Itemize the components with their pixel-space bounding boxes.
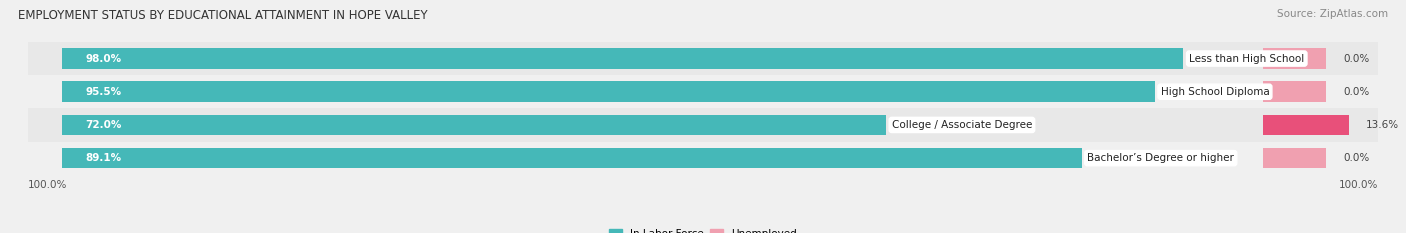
Bar (28, 75, 1378, 108)
Bar (62, 82, 1154, 102)
Bar (62, 115, 886, 135)
Bar (28, 108, 1378, 142)
Text: 100.0%: 100.0% (1339, 180, 1378, 190)
Bar (1264, 115, 1348, 135)
Bar (1264, 148, 1326, 168)
Text: High School Diploma: High School Diploma (1160, 87, 1270, 97)
Legend: In Labor Force, Unemployed: In Labor Force, Unemployed (609, 229, 797, 233)
Text: 0.0%: 0.0% (1344, 87, 1369, 97)
Bar (28, 42, 1378, 75)
Text: 72.0%: 72.0% (86, 120, 122, 130)
Bar (62, 48, 1184, 69)
Text: EMPLOYMENT STATUS BY EDUCATIONAL ATTAINMENT IN HOPE VALLEY: EMPLOYMENT STATUS BY EDUCATIONAL ATTAINM… (18, 9, 427, 22)
Text: 100.0%: 100.0% (28, 180, 67, 190)
Bar (62, 148, 1081, 168)
Text: College / Associate Degree: College / Associate Degree (891, 120, 1032, 130)
Text: Bachelor’s Degree or higher: Bachelor’s Degree or higher (1087, 153, 1234, 163)
Bar (28, 142, 1378, 175)
Text: 95.5%: 95.5% (86, 87, 121, 97)
Text: 0.0%: 0.0% (1344, 54, 1369, 64)
Text: Less than High School: Less than High School (1189, 54, 1305, 64)
Text: 89.1%: 89.1% (86, 153, 121, 163)
Bar (1264, 48, 1326, 69)
Text: Source: ZipAtlas.com: Source: ZipAtlas.com (1277, 9, 1388, 19)
Text: 98.0%: 98.0% (86, 54, 121, 64)
Bar (1264, 82, 1326, 102)
Text: 13.6%: 13.6% (1367, 120, 1399, 130)
Text: 0.0%: 0.0% (1344, 153, 1369, 163)
